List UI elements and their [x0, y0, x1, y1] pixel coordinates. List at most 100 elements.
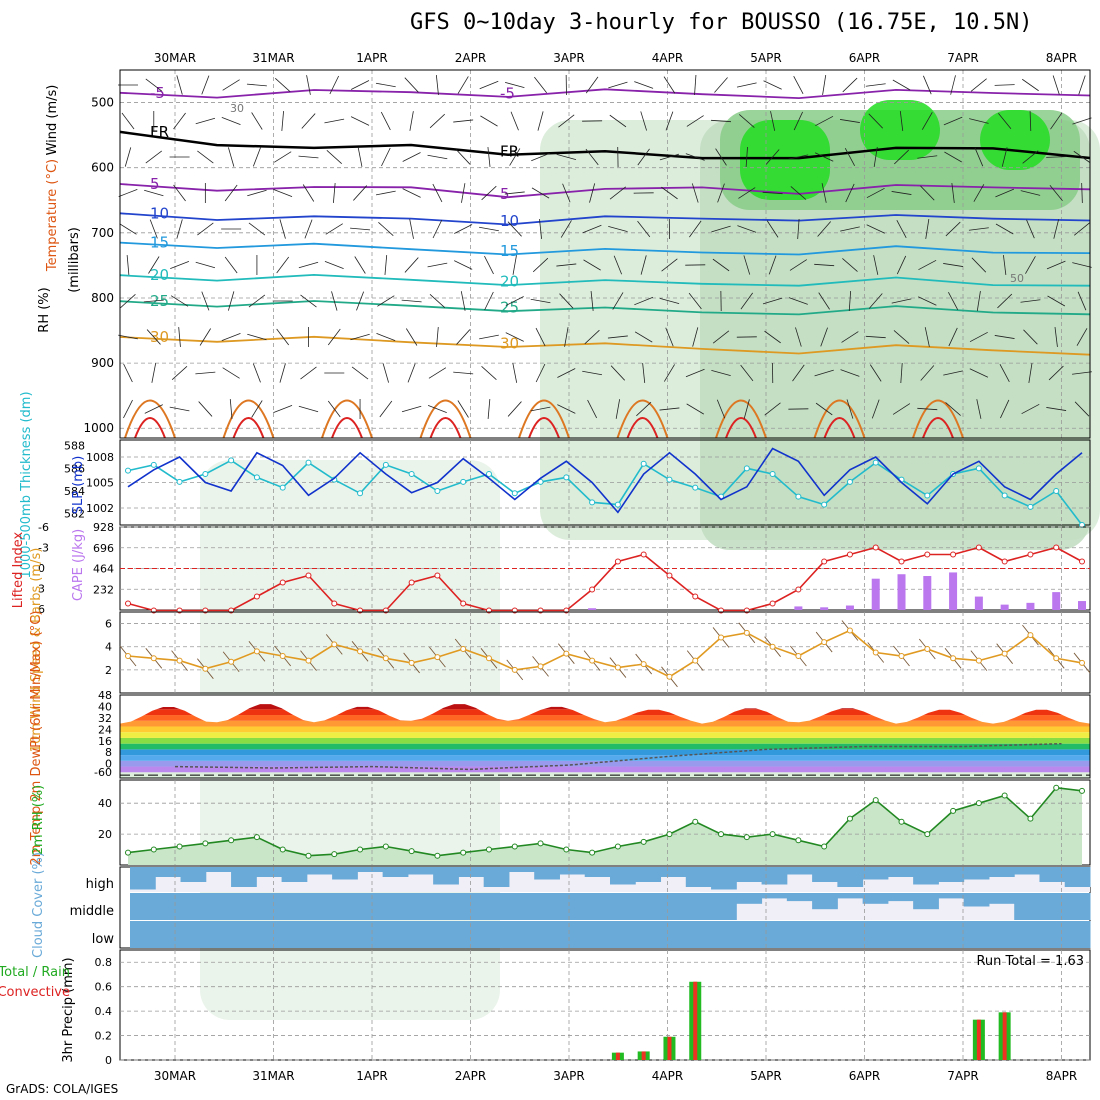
wind-barb — [252, 147, 261, 167]
wind-barb — [817, 221, 832, 237]
wind-barb — [327, 400, 341, 418]
wind-barb — [717, 183, 725, 203]
wind-barb — [1048, 365, 1064, 381]
date-tick-label-top: 5APR — [750, 51, 781, 65]
rh2m-point — [150, 846, 157, 853]
cloud-cell — [1064, 921, 1091, 948]
wind-barb — [1020, 299, 1041, 303]
wind-barb — [169, 406, 190, 412]
surface-heat-contour — [134, 417, 166, 439]
wind-barb — [918, 259, 937, 271]
wind-axis-label: Wind (m/s) — [45, 85, 60, 156]
wind-barb — [407, 363, 416, 383]
cloud-cell — [685, 921, 712, 948]
rh2m-point — [279, 846, 286, 853]
wind-barb — [173, 112, 186, 130]
li-tick-label: -3 — [38, 542, 49, 555]
wind-barb — [120, 294, 136, 308]
wind-barb — [948, 327, 958, 347]
cape-bar — [794, 606, 803, 610]
wind-barb — [974, 147, 984, 167]
rh2m-point — [718, 831, 725, 838]
wind-barb — [694, 74, 697, 96]
date-tick-label-top: 2APR — [455, 51, 486, 65]
cloud-cell — [559, 921, 586, 948]
wind-barb — [484, 291, 494, 311]
wind-barb — [711, 225, 731, 233]
isotherm — [119, 335, 1091, 356]
cloud-cell — [584, 893, 611, 920]
wind-speed-point — [872, 649, 879, 656]
pressure-tick-label: 1000 — [83, 421, 114, 435]
wind-barb — [479, 334, 499, 340]
precip-tick-label: 0.8 — [95, 956, 113, 969]
wind-barb — [739, 114, 755, 128]
thickness-point — [924, 492, 931, 499]
wind-speed-point — [331, 641, 338, 648]
rh2m-point — [253, 834, 260, 841]
thickness-point — [975, 465, 982, 472]
wind-barb — [149, 219, 158, 239]
rh-shade — [860, 100, 940, 160]
wind-barb — [197, 222, 214, 236]
isotherm — [119, 241, 1091, 256]
rh2m-point — [1001, 792, 1008, 799]
date-tick-label-bottom: 8APR — [1046, 1069, 1077, 1083]
thickness-point — [1053, 488, 1060, 494]
wind-barb — [298, 261, 319, 269]
surface-heat-contour — [912, 399, 964, 439]
wind-barb — [848, 290, 852, 312]
wind-barb — [766, 220, 779, 238]
wind-barb — [793, 111, 803, 131]
date-tick-label-bottom: 6APR — [849, 1069, 880, 1083]
cloud-cell — [382, 921, 409, 948]
wind-barb — [377, 295, 395, 307]
wind-barb — [634, 81, 654, 89]
wind-barb — [557, 404, 576, 414]
wind-barb — [891, 191, 912, 195]
cloud-cell — [508, 921, 535, 948]
thickness-point — [357, 490, 364, 497]
wind-speed-point — [975, 657, 982, 664]
wind-barb — [273, 189, 293, 197]
wind-speed-point — [1053, 655, 1060, 662]
wind-barb — [917, 155, 938, 159]
lifted-index-point — [846, 551, 853, 558]
wind-speed-point — [1001, 650, 1008, 657]
wind-barb — [427, 405, 447, 413]
wind-barb — [659, 153, 680, 161]
wind-barb — [454, 260, 473, 270]
wind-barb — [460, 291, 466, 311]
cloud-cell — [887, 867, 914, 877]
cloud-cell — [761, 867, 788, 885]
surface-heat-contour — [922, 417, 954, 439]
wind-barb — [1026, 219, 1035, 239]
wind-barb — [1023, 329, 1038, 345]
wind-barb — [1003, 255, 1007, 275]
wind-barb — [1000, 399, 1010, 419]
thickness-point — [382, 461, 389, 468]
wind-barb — [222, 367, 240, 379]
wind-barb — [456, 329, 471, 345]
wind-barb — [195, 371, 216, 375]
wind-barb — [716, 399, 726, 419]
wind-barb — [427, 154, 448, 160]
wind-barb — [950, 75, 956, 95]
wind-barb — [640, 111, 647, 131]
wind-speed-axis-label: 10m Wind Speed & Barbs (m/s) — [29, 548, 44, 753]
wind-barb — [894, 149, 909, 165]
cloud-cell — [761, 921, 788, 948]
thickness-point — [511, 490, 518, 497]
cloud-cell — [332, 921, 358, 948]
wind-barb — [997, 293, 1013, 309]
slp-tick-label: 1008 — [86, 451, 114, 464]
wind-barb — [402, 188, 421, 198]
temp-tick-label: -60 — [94, 766, 112, 779]
isotherm — [119, 130, 1091, 160]
wind-barb — [740, 292, 754, 310]
surface-heat-contour — [222, 399, 275, 439]
temp-color-band — [120, 749, 1090, 756]
thickness-line — [127, 459, 1083, 526]
wind-barb — [534, 76, 548, 94]
wind-speed-point — [202, 665, 209, 672]
